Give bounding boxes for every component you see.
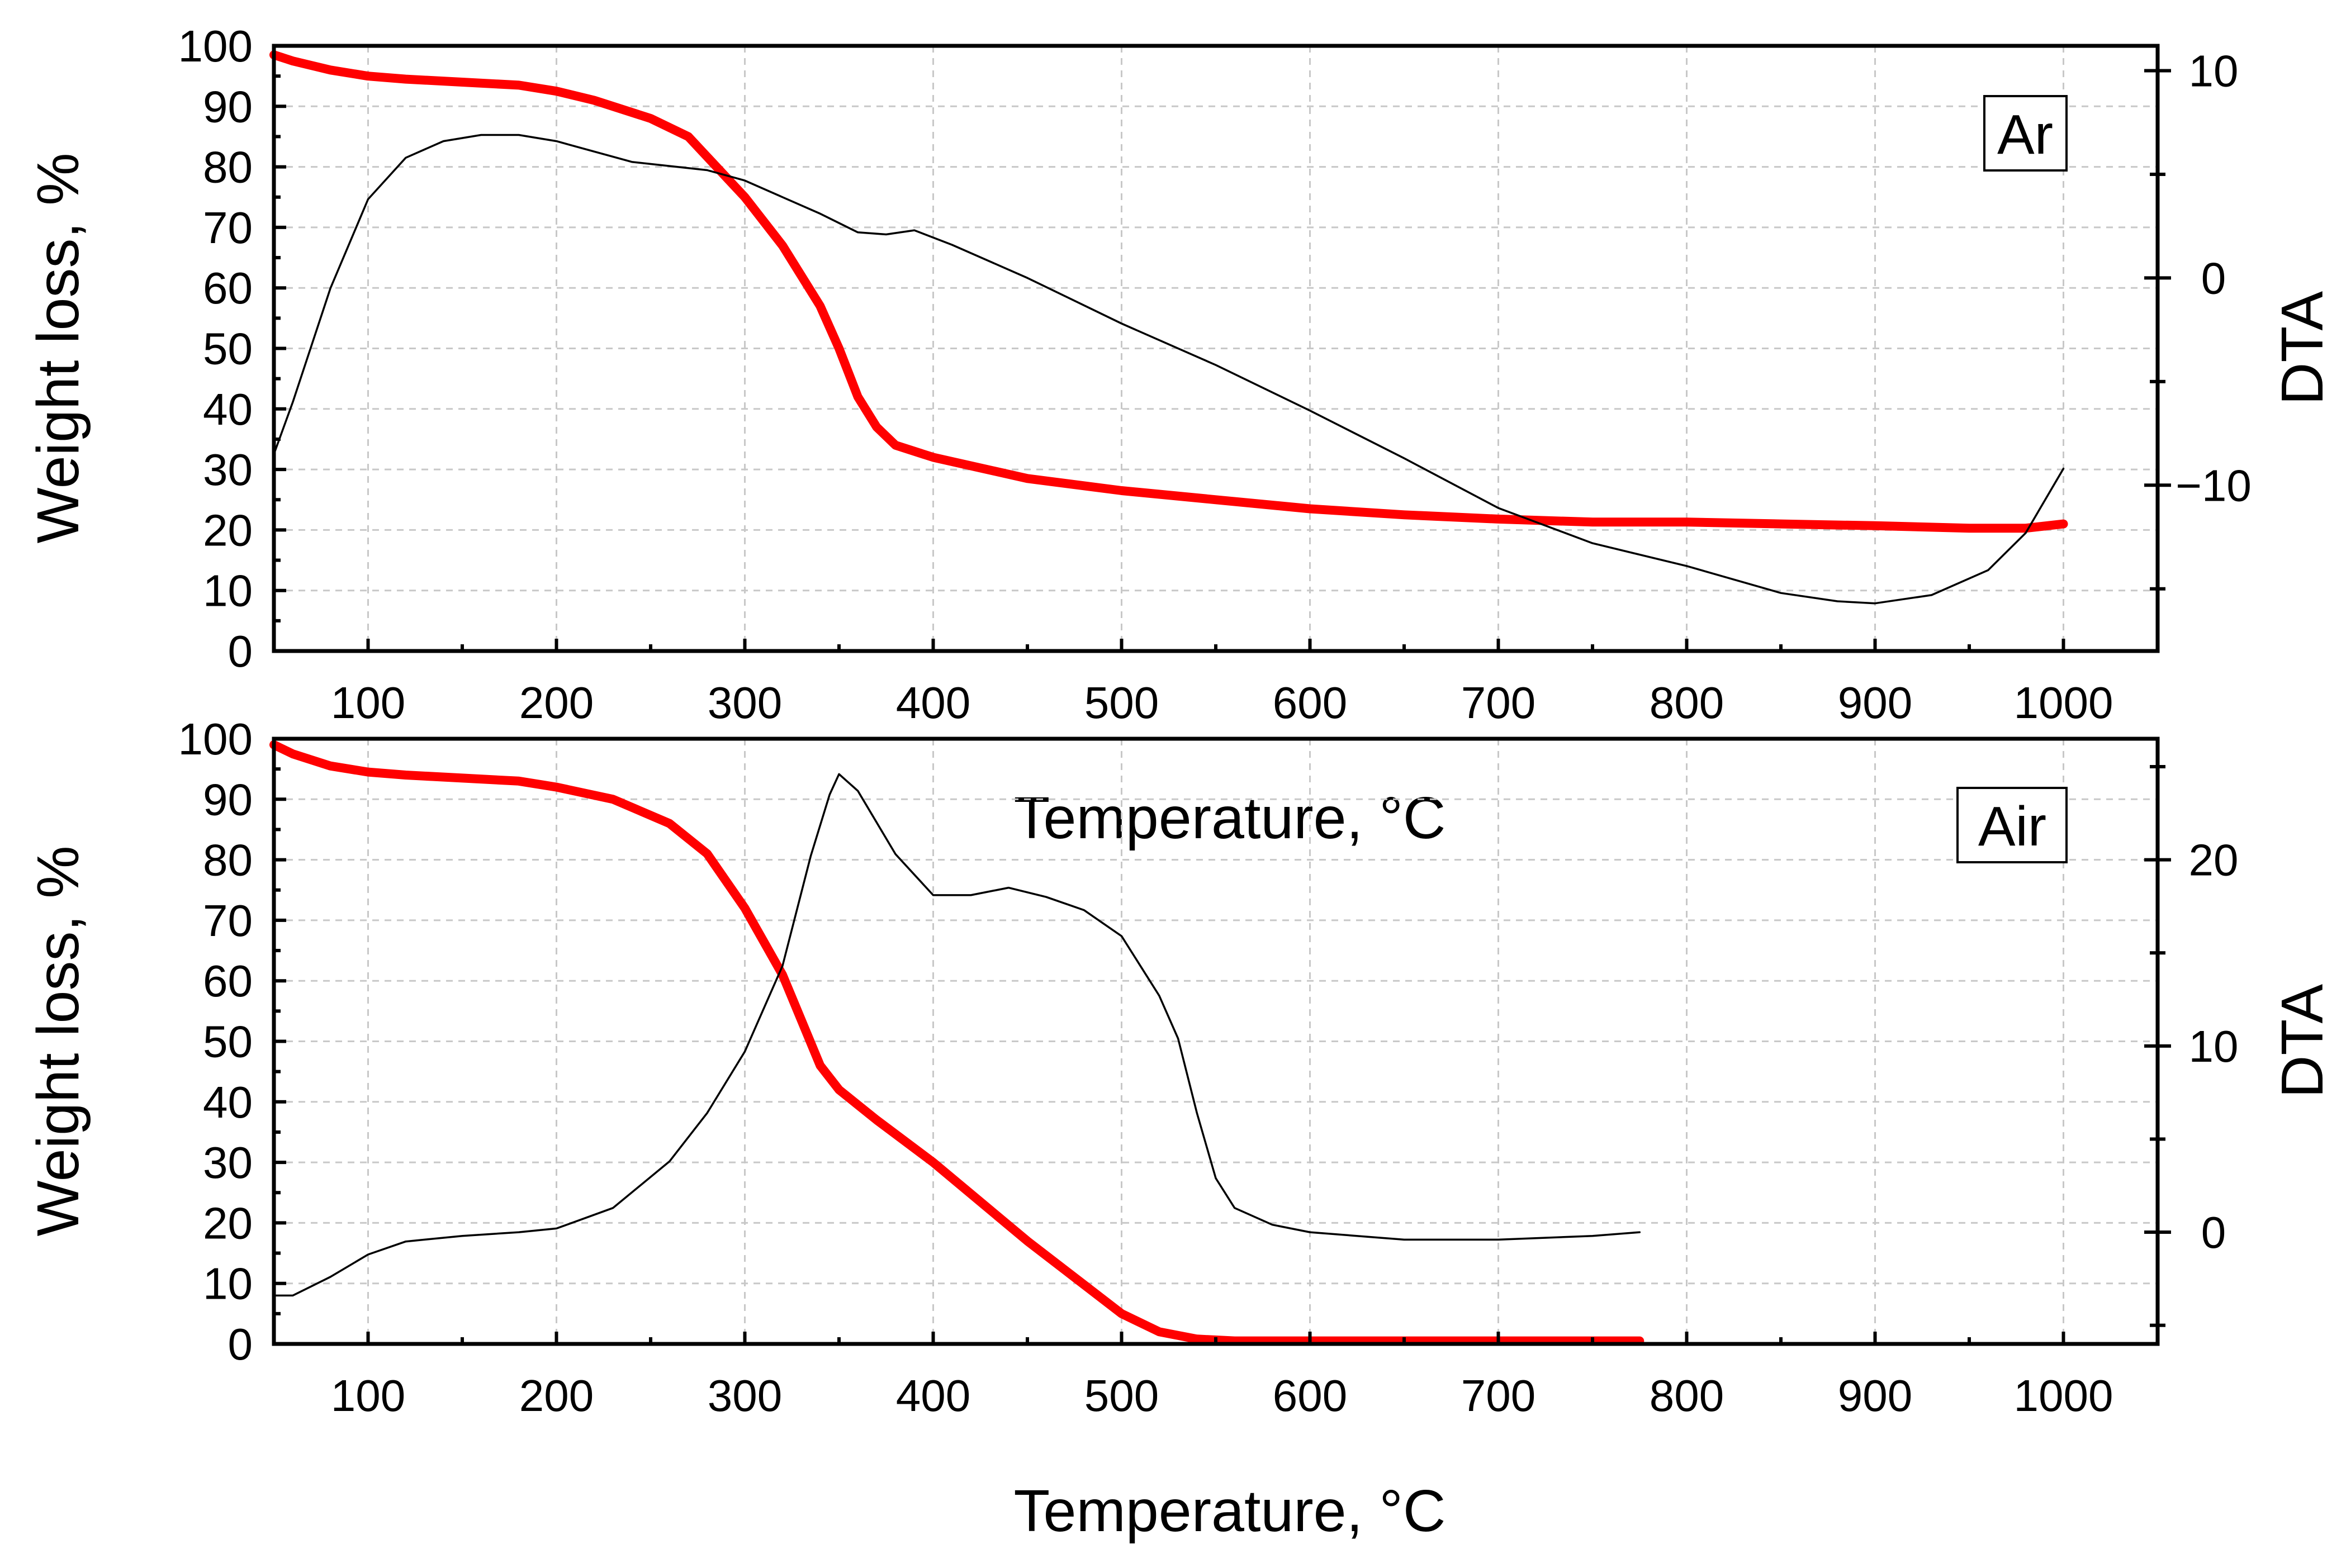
ar-y2-tick-label: 0 — [2201, 253, 2226, 303]
ar-panel-label: Ar — [1997, 103, 2053, 166]
air-x-tick-label: 700 — [1461, 1371, 1535, 1420]
air-x-tick-label: 600 — [1273, 1371, 1347, 1420]
air-gridlines — [274, 739, 2158, 1344]
air-x-tick-label: 300 — [708, 1371, 782, 1420]
ar-y-tick-label: 70 — [203, 203, 253, 253]
ar-y-tick-label: 60 — [203, 263, 253, 313]
air-panel-label: Air — [1978, 795, 2046, 858]
air-axes: 100 200 300 400 500 600 700 800 900 1000010203040… — [178, 714, 2239, 1420]
air-x-tick-label: 900 — [1838, 1371, 1912, 1420]
air-dta-line — [273, 773, 1641, 1297]
ar-y-tick-label: 90 — [203, 82, 253, 131]
ar-x-tick-label: 800 — [1650, 678, 1724, 728]
ar-y2-axis-title: DTA — [2269, 291, 2335, 405]
air-y-tick-label: 0 — [228, 1319, 253, 1369]
air-x-tick-label: 200 — [519, 1371, 594, 1420]
air-x-axis-title: Temperature, °C — [1014, 1478, 1446, 1544]
air-y-tick-label: 10 — [203, 1259, 253, 1309]
air-y2-axis-title: DTA — [2269, 984, 2335, 1098]
ar-y-tick-label: 20 — [203, 505, 253, 555]
ar-y-tick-label: 50 — [203, 324, 253, 374]
ar-dta-line — [273, 134, 2065, 605]
ar-x-tick-label: 1000 — [2014, 678, 2113, 728]
ar-x-axis-title: Temperature, °C — [1014, 785, 1446, 851]
air-y-tick-label: 30 — [203, 1138, 253, 1187]
ar-series — [269, 50, 2068, 605]
ar-x-tick-label: 400 — [896, 678, 970, 728]
air-series — [269, 740, 1644, 1346]
air-x-tick-label: 800 — [1650, 1371, 1724, 1420]
ar-x-tick-label: 200 — [519, 678, 594, 728]
ar-x-tick-label: 600 — [1273, 678, 1347, 728]
air-x-tick-label: 500 — [1084, 1371, 1159, 1420]
ar-gridlines — [274, 46, 2158, 651]
ar-panel-label-box: Ar — [1983, 95, 2068, 172]
ar-weight-loss-line — [269, 50, 2068, 533]
ar-panel: 100 200 300 400 500 600 700 800 900 1000010203040… — [25, 21, 2335, 851]
air-y-tick-label: 40 — [203, 1077, 253, 1127]
air-y-tick-label: 50 — [203, 1017, 253, 1067]
ar-y-tick-label: 30 — [203, 445, 253, 495]
air-weight-loss-line — [269, 740, 1644, 1346]
ar-y-tick-label: 80 — [203, 142, 253, 192]
air-y-axis-title: Weight loss, % — [25, 845, 91, 1236]
air-y-tick-label: 70 — [203, 896, 253, 945]
air-y-tick-label: 90 — [203, 775, 253, 824]
air-panel-label-box: Air — [1956, 787, 2068, 863]
ar-x-tick-label: 100 — [331, 678, 405, 728]
air-panel: 100 200 300 400 500 600 700 800 900 1000010203040… — [25, 714, 2335, 1544]
ar-y-axis-title: Weight loss, % — [25, 153, 91, 543]
ar-y-tick-label: 10 — [203, 566, 253, 616]
air-y-tick-label: 20 — [203, 1198, 253, 1248]
ar-axes: 100 200 300 400 500 600 700 800 900 1000010203040… — [178, 21, 2252, 728]
air-x-tick-label: 1000 — [2014, 1371, 2113, 1420]
air-y-tick-label: 80 — [203, 835, 253, 885]
ar-x-tick-label: 500 — [1084, 678, 1159, 728]
ar-y2-tick-label: −10 — [2176, 460, 2252, 510]
ar-x-tick-label: 300 — [708, 678, 782, 728]
air-y2-tick-label: 20 — [2189, 835, 2239, 885]
air-y2-tick-label: 0 — [2201, 1208, 2226, 1257]
air-y-tick-label: 100 — [178, 714, 253, 764]
air-y-tick-label: 60 — [203, 956, 253, 1006]
ar-x-tick-label: 700 — [1461, 678, 1535, 728]
ar-x-tick-label: 900 — [1838, 678, 1912, 728]
air-x-tick-label: 400 — [896, 1371, 970, 1420]
ar-y-tick-label: 40 — [203, 384, 253, 434]
ar-y-tick-label: 100 — [178, 21, 253, 71]
ar-y-tick-label: 0 — [228, 626, 253, 676]
ar-y2-tick-label: 10 — [2189, 46, 2239, 96]
air-x-tick-label: 100 — [331, 1371, 405, 1420]
air-y2-tick-label: 10 — [2189, 1021, 2239, 1071]
